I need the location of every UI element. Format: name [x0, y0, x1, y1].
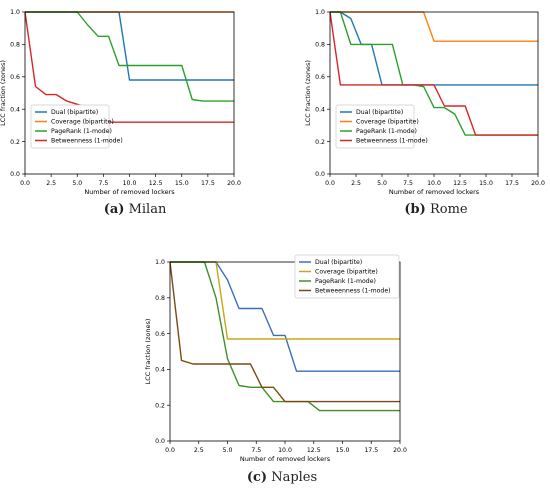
legend-label: Betweenness (1-mode) [356, 138, 428, 145]
x-tick-label: 0.0 [20, 180, 30, 187]
plot-frame [329, 11, 539, 175]
y-axis-label: LCC fraction (zones) [0, 60, 7, 126]
y-tick-label: 1.0 [315, 9, 325, 16]
legend-box [30, 104, 110, 149]
legend-label: Coverage (bipartite) [315, 269, 378, 276]
legend-label: Dual (bipartite) [51, 109, 98, 116]
caption-milan: (a) Milan [95, 202, 175, 217]
y-tick-label: 1.0 [10, 9, 20, 16]
legend-label: PageRank (1-mode) [356, 128, 417, 135]
x-tick-label: 12.5 [307, 447, 321, 454]
x-axis-label: Number of removed lockers [389, 188, 480, 196]
x-tick-label: 2.5 [351, 180, 361, 187]
caption-naples: (c) Naples [237, 470, 327, 485]
x-tick-label: 17.5 [505, 180, 519, 187]
x-tick-label: 5.0 [72, 180, 82, 187]
x-tick-label: 17.5 [201, 180, 215, 187]
series-line-1 [330, 11, 538, 42]
x-tick-label: 2.5 [194, 447, 204, 454]
legend-label: Dual (bipartite) [315, 259, 362, 266]
x-tick-label: 10.0 [278, 447, 292, 454]
legend-label: Betweenness (1-mode) [51, 138, 123, 145]
y-tick-label: 0.2 [315, 139, 325, 146]
legend-label: PageRank (1-mode) [51, 128, 112, 135]
caption-label: (b) [404, 202, 426, 217]
legend-label: Coverage (bipartite) [356, 119, 419, 126]
x-tick-label: 20.0 [227, 180, 241, 187]
legend: Dual (bipartite) Coverage (bipartite) Page… [335, 104, 428, 149]
chart-1: 0.0 2.5 5.0 7.5 10.0 12.5 15.0 17.5 20.0 0.0 0.2 0.… [304, 9, 545, 196]
x-tick-label: 10.0 [123, 180, 137, 187]
x-tick-label: 7.5 [98, 180, 108, 187]
x-tick-label: 7.5 [251, 447, 261, 454]
legend: Dual (bipartite) Coverage (bipartite) Page… [30, 104, 123, 149]
caption-rome: (b) Rome [396, 202, 476, 217]
y-tick-label: 0.4 [10, 106, 20, 113]
y-tick-label: 1.0 [155, 259, 165, 266]
caption-text: Naples [271, 470, 318, 485]
series-line-3 [329, 11, 538, 136]
caption-text: Milan [128, 202, 167, 217]
series-line-0 [330, 11, 538, 86]
y-tick-label: 0.6 [10, 74, 20, 81]
y-tick-label: 0.4 [155, 367, 165, 374]
legend-box [335, 104, 415, 149]
y-tick-label: 0.4 [315, 106, 325, 113]
y-tick-label: 0.0 [155, 438, 165, 445]
series-line-3 [24, 11, 234, 123]
legend-label: Betweeenness (1-mode) [315, 288, 391, 295]
legend-label: Dual (bipartite) [356, 109, 403, 116]
x-tick-label: 7.5 [403, 180, 413, 187]
x-tick-label: 15.0 [175, 180, 189, 187]
y-tick-label: 0.6 [315, 74, 325, 81]
x-tick-label: 12.5 [149, 180, 163, 187]
y-tick-label: 0.8 [315, 42, 325, 49]
x-tick-label: 2.5 [46, 180, 56, 187]
x-tick-label: 10.0 [427, 180, 441, 187]
legend: Dual (bipartite) Coverage (bipartite) Page… [294, 254, 400, 299]
x-tick-label: 20.0 [531, 180, 545, 187]
y-tick-label: 0.0 [315, 171, 325, 178]
x-tick-label: 12.5 [453, 180, 467, 187]
plot-frame [24, 11, 235, 175]
x-tick-label: 15.0 [336, 447, 350, 454]
y-axis-label: LCC fraction (zones) [144, 319, 152, 385]
y-tick-label: 0.8 [10, 42, 20, 49]
x-axis-label: Number of removed lockers [240, 455, 331, 463]
x-tick-label: 0.0 [325, 180, 335, 187]
caption-label: (c) [246, 470, 268, 485]
x-tick-label: 15.0 [479, 180, 493, 187]
caption-text: Rome [429, 202, 468, 217]
legend-box [294, 254, 400, 299]
y-tick-label: 0.8 [155, 295, 165, 302]
y-tick-label: 0.0 [10, 171, 20, 178]
series-line-3 [169, 261, 400, 403]
caption-label: (a) [103, 202, 125, 217]
y-tick-label: 0.2 [10, 139, 20, 146]
y-tick-label: 0.6 [155, 331, 165, 338]
x-tick-label: 0.0 [165, 447, 175, 454]
chart-2: 0.0 2.5 5.0 7.5 10.0 12.5 15.0 17.5 20.0 0.0 0.2 0.… [144, 254, 407, 463]
y-tick-label: 0.2 [155, 402, 165, 409]
series-line-2 [25, 11, 234, 102]
legend-label: Coverage (bipartite) [51, 119, 114, 126]
x-tick-label: 20.0 [393, 447, 407, 454]
x-tick-label: 5.0 [223, 447, 233, 454]
x-tick-label: 17.5 [364, 447, 378, 454]
x-tick-label: 5.0 [377, 180, 387, 187]
series-line-0 [25, 11, 234, 81]
chart-0: 0.0 2.5 5.0 7.5 10.0 12.5 15.0 17.5 20.0 0.0 0.2 0.… [0, 9, 241, 196]
legend-label: PageRank (1-mode) [315, 278, 376, 285]
y-axis-label: LCC fraction (zones) [304, 60, 312, 126]
x-axis-label: Number of removed lockers [84, 188, 175, 196]
